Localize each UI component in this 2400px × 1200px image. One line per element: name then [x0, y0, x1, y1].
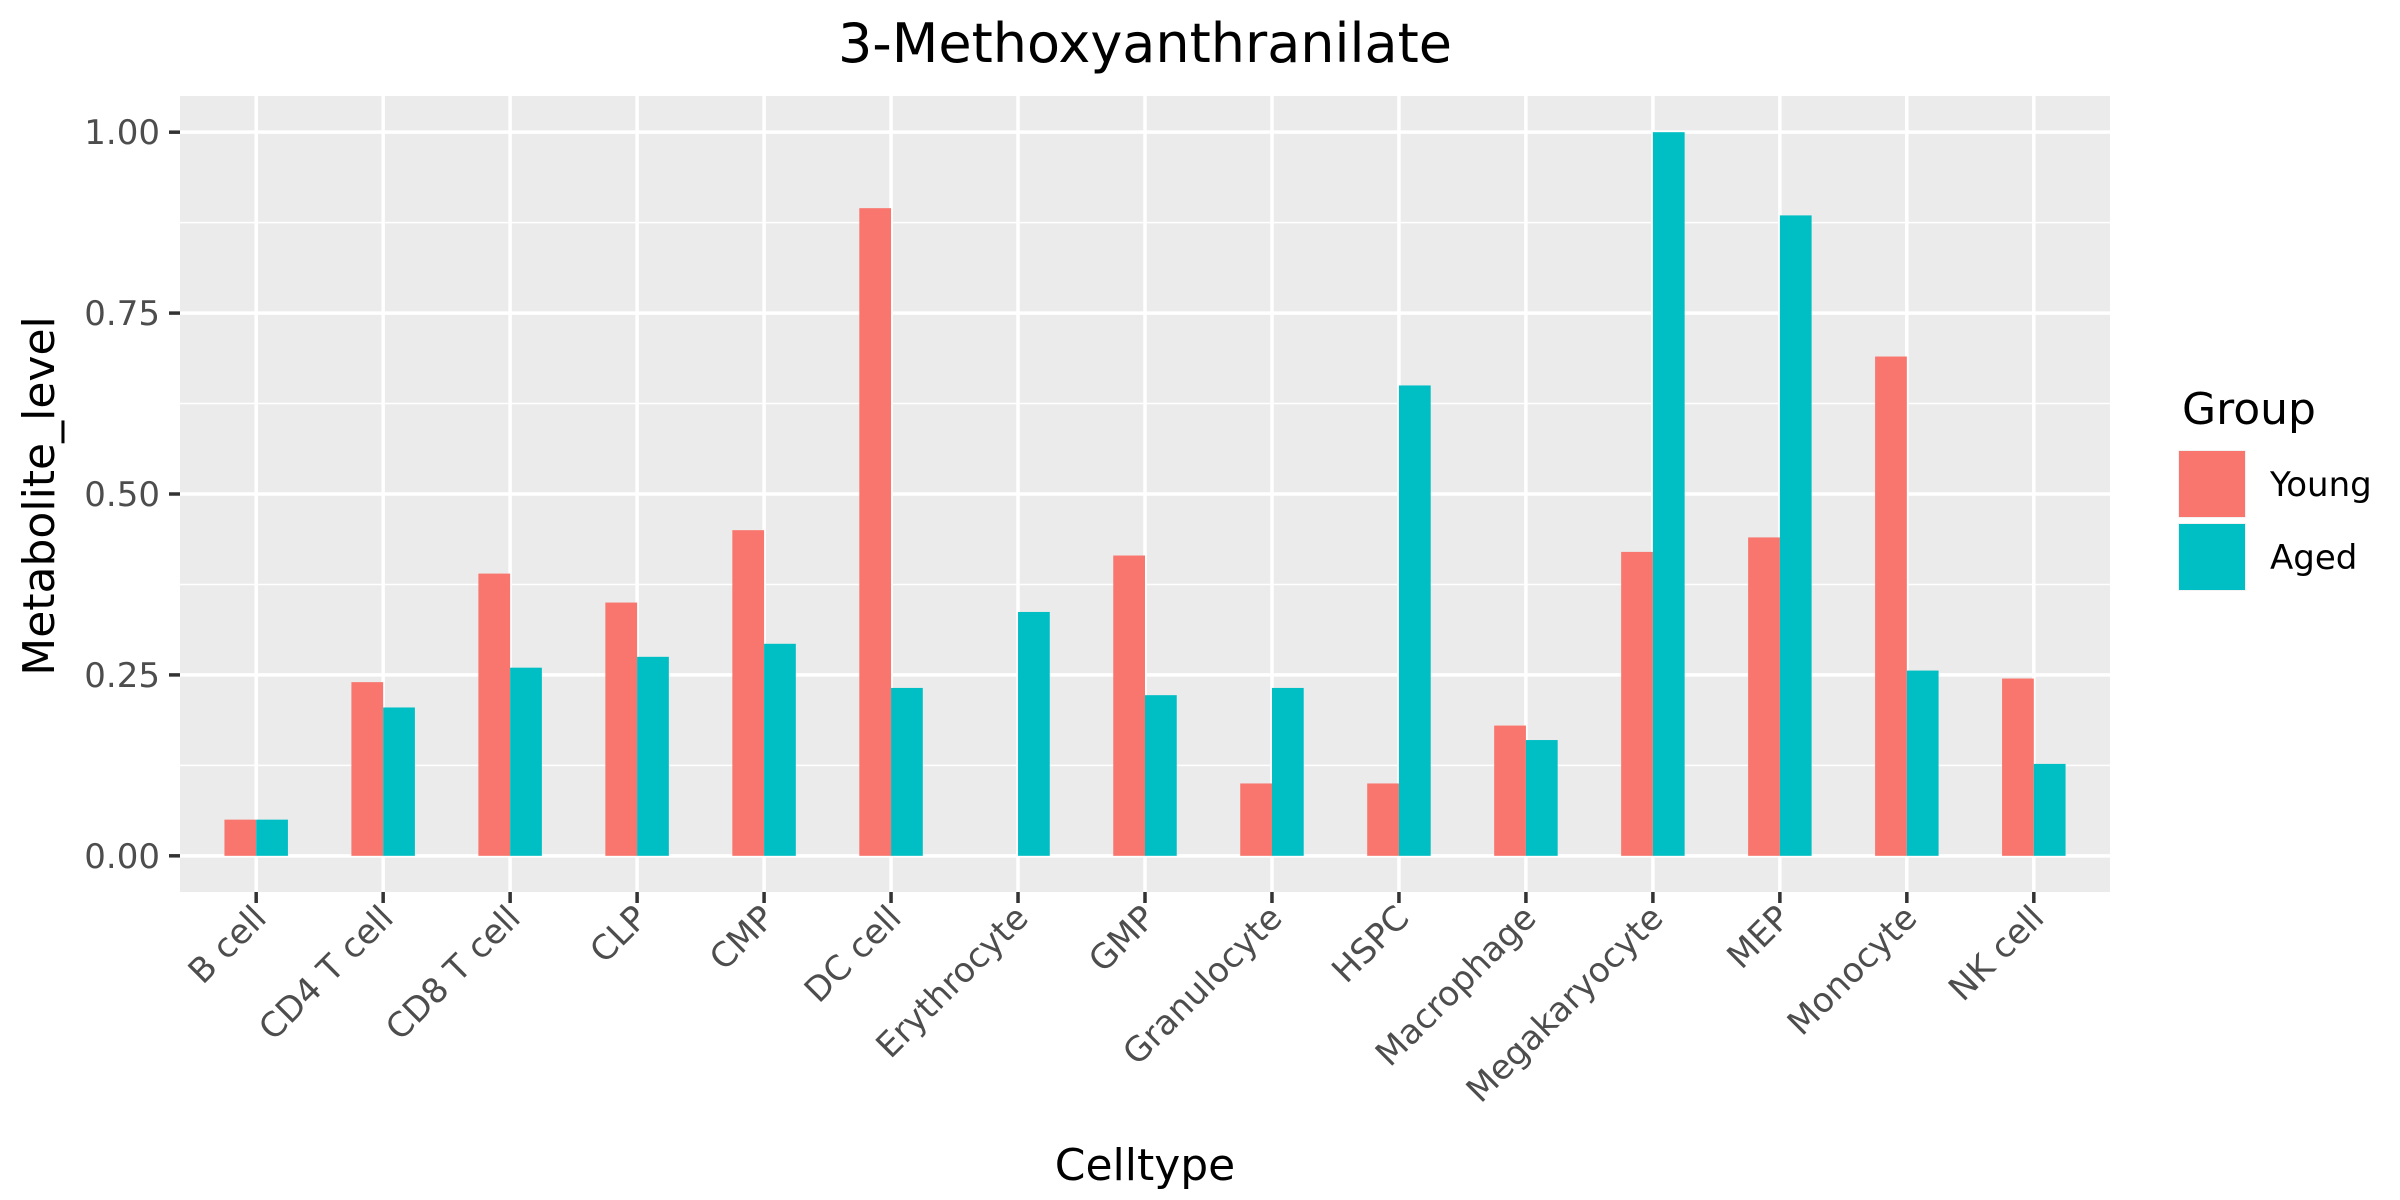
- y-tick-label: 0.00: [84, 837, 160, 877]
- bar-aged-megakaryocyte: [1652, 132, 1685, 856]
- bar-young-nk-cell: [2002, 678, 2034, 856]
- bar-young-clp: [605, 602, 638, 856]
- bar-aged-clp: [637, 656, 669, 856]
- bar-young-dc-cell: [859, 208, 892, 856]
- bar-aged-macrophage: [1525, 740, 1558, 856]
- bar-aged-gmp: [1145, 695, 1177, 856]
- x-tick-label: MEP: [1720, 898, 1799, 977]
- bar-young-gmp: [1113, 555, 1145, 856]
- x-tick-label: CLP: [583, 898, 656, 971]
- bar-aged-nk-cell: [2033, 763, 2066, 856]
- y-tick-label: 1.00: [84, 113, 160, 153]
- legend-label-aged: Aged: [2270, 538, 2357, 578]
- bar-aged-erythrocyte: [1018, 611, 1050, 856]
- x-tick-label: NK cell: [1941, 898, 2052, 1009]
- bar-young-megakaryocyte: [1621, 551, 1653, 856]
- y-tick-label: 0.75: [84, 294, 160, 334]
- x-tick-label: B cell: [181, 898, 275, 992]
- bar-aged-dc-cell: [891, 687, 923, 856]
- bar-young-mep: [1748, 537, 1780, 856]
- y-axis-title: Metabolite_level: [14, 316, 65, 676]
- legend-key-young: [2179, 451, 2245, 517]
- bar-young-cmp: [732, 530, 765, 856]
- bar-young-b-cell: [224, 819, 257, 856]
- bar-aged-mep: [1779, 215, 1812, 856]
- bar-young-macrophage: [1494, 725, 1526, 856]
- bar-aged-cd4-t-cell: [383, 707, 415, 856]
- y-tick-label: 0.25: [84, 656, 160, 696]
- bars: [224, 132, 2066, 856]
- y-axis: 0.00 0.25 0.50 0.75 1.00: [84, 113, 180, 877]
- bar-young-granulocyte: [1240, 783, 1272, 856]
- x-tick-label: Monocyte: [1780, 898, 1925, 1043]
- legend: Group Young Aged: [2178, 384, 2372, 591]
- legend-key-aged: [2179, 524, 2245, 590]
- x-axis-title: Celltype: [1055, 1140, 1236, 1191]
- bar-aged-hspc: [1398, 385, 1431, 856]
- bar-aged-cmp: [764, 643, 796, 856]
- x-tick-label: DC cell: [797, 898, 910, 1011]
- legend-label-young: Young: [2269, 465, 2372, 505]
- chart-title: 3-Methoxyanthranilate: [838, 12, 1452, 75]
- x-tick-label: CD4 T cell: [251, 898, 401, 1048]
- bar-aged-b-cell: [256, 819, 288, 856]
- bar-aged-granulocyte: [1271, 687, 1304, 856]
- bar-young-cd8-t-cell: [478, 573, 511, 856]
- bar-aged-cd8-t-cell: [510, 667, 542, 856]
- x-tick-label: GMP: [1081, 898, 1163, 980]
- y-tick-label: 0.50: [84, 475, 160, 515]
- legend-title: Group: [2182, 384, 2316, 435]
- bar-young-monocyte: [1875, 356, 1907, 856]
- x-tick-label: CMP: [702, 898, 782, 978]
- bar-aged-monocyte: [1906, 670, 1939, 856]
- x-tick-label: CD8 T cell: [378, 898, 528, 1048]
- bar-young-cd4-t-cell: [351, 682, 384, 856]
- bar-young-hspc: [1367, 783, 1399, 856]
- x-tick-label: HSPC: [1324, 898, 1417, 991]
